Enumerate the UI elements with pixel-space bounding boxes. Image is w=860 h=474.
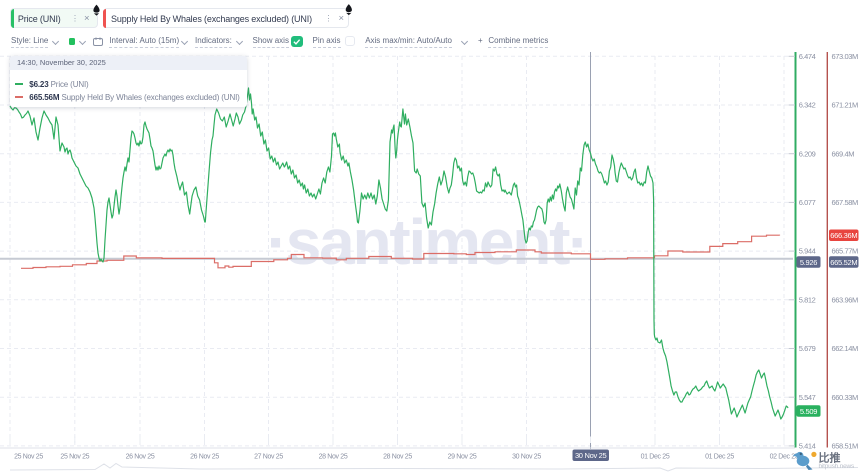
svg-text:28 Nov 25: 28 Nov 25 [383, 454, 412, 461]
svg-text:5.414: 5.414 [799, 442, 816, 451]
svg-text:660.33M: 660.33M [832, 393, 859, 402]
svg-text:665.77M: 665.77M [832, 247, 859, 256]
svg-text:25 Nov 25: 25 Nov 25 [14, 454, 43, 461]
svg-text:666.36M: 666.36M [830, 231, 857, 240]
svg-text:5.679: 5.679 [799, 344, 816, 353]
svg-text:669.4M: 669.4M [832, 149, 855, 158]
svg-text:5.547: 5.547 [799, 393, 816, 402]
svg-text:663.96M: 663.96M [832, 295, 859, 304]
svg-text:5.926: 5.926 [800, 258, 817, 267]
svg-text:29 Nov 25: 29 Nov 25 [448, 454, 477, 461]
svg-text:6.077: 6.077 [799, 198, 816, 207]
svg-text:26 Nov 25: 26 Nov 25 [190, 454, 219, 461]
svg-text:665.52M: 665.52M [830, 258, 857, 267]
svg-text:25 Nov 25: 25 Nov 25 [60, 454, 89, 461]
svg-text:662.14M: 662.14M [832, 344, 859, 353]
svg-text:6.342: 6.342 [799, 101, 816, 110]
svg-text:658.51M: 658.51M [832, 442, 859, 451]
svg-text:5.509: 5.509 [800, 407, 817, 416]
svg-text:bitpush.news: bitpush.news [819, 463, 855, 470]
svg-text:26 Nov 25: 26 Nov 25 [126, 454, 155, 461]
svg-text:6.209: 6.209 [799, 149, 816, 158]
svg-text:01 Dec 25: 01 Dec 25 [705, 454, 734, 461]
svg-text:671.21M: 671.21M [832, 101, 859, 110]
svg-text:667.58M: 667.58M [832, 198, 859, 207]
svg-text:5.944: 5.944 [799, 247, 816, 256]
svg-text:·santiment·: ·santiment· [267, 206, 588, 278]
svg-text:01 Dec 25: 01 Dec 25 [641, 454, 670, 461]
svg-text:30 Nov 25: 30 Nov 25 [575, 451, 607, 460]
svg-text:30 Nov 25: 30 Nov 25 [512, 454, 541, 461]
svg-text:27 Nov 25: 27 Nov 25 [254, 454, 283, 461]
svg-text:6.474: 6.474 [799, 52, 816, 61]
svg-text:673.03M: 673.03M [832, 52, 859, 61]
svg-text:02 Dec 25: 02 Dec 25 [770, 454, 799, 461]
svg-text:5.812: 5.812 [799, 295, 816, 304]
svg-text:28 Nov 25: 28 Nov 25 [319, 454, 348, 461]
svg-text:比推: 比推 [819, 451, 841, 465]
